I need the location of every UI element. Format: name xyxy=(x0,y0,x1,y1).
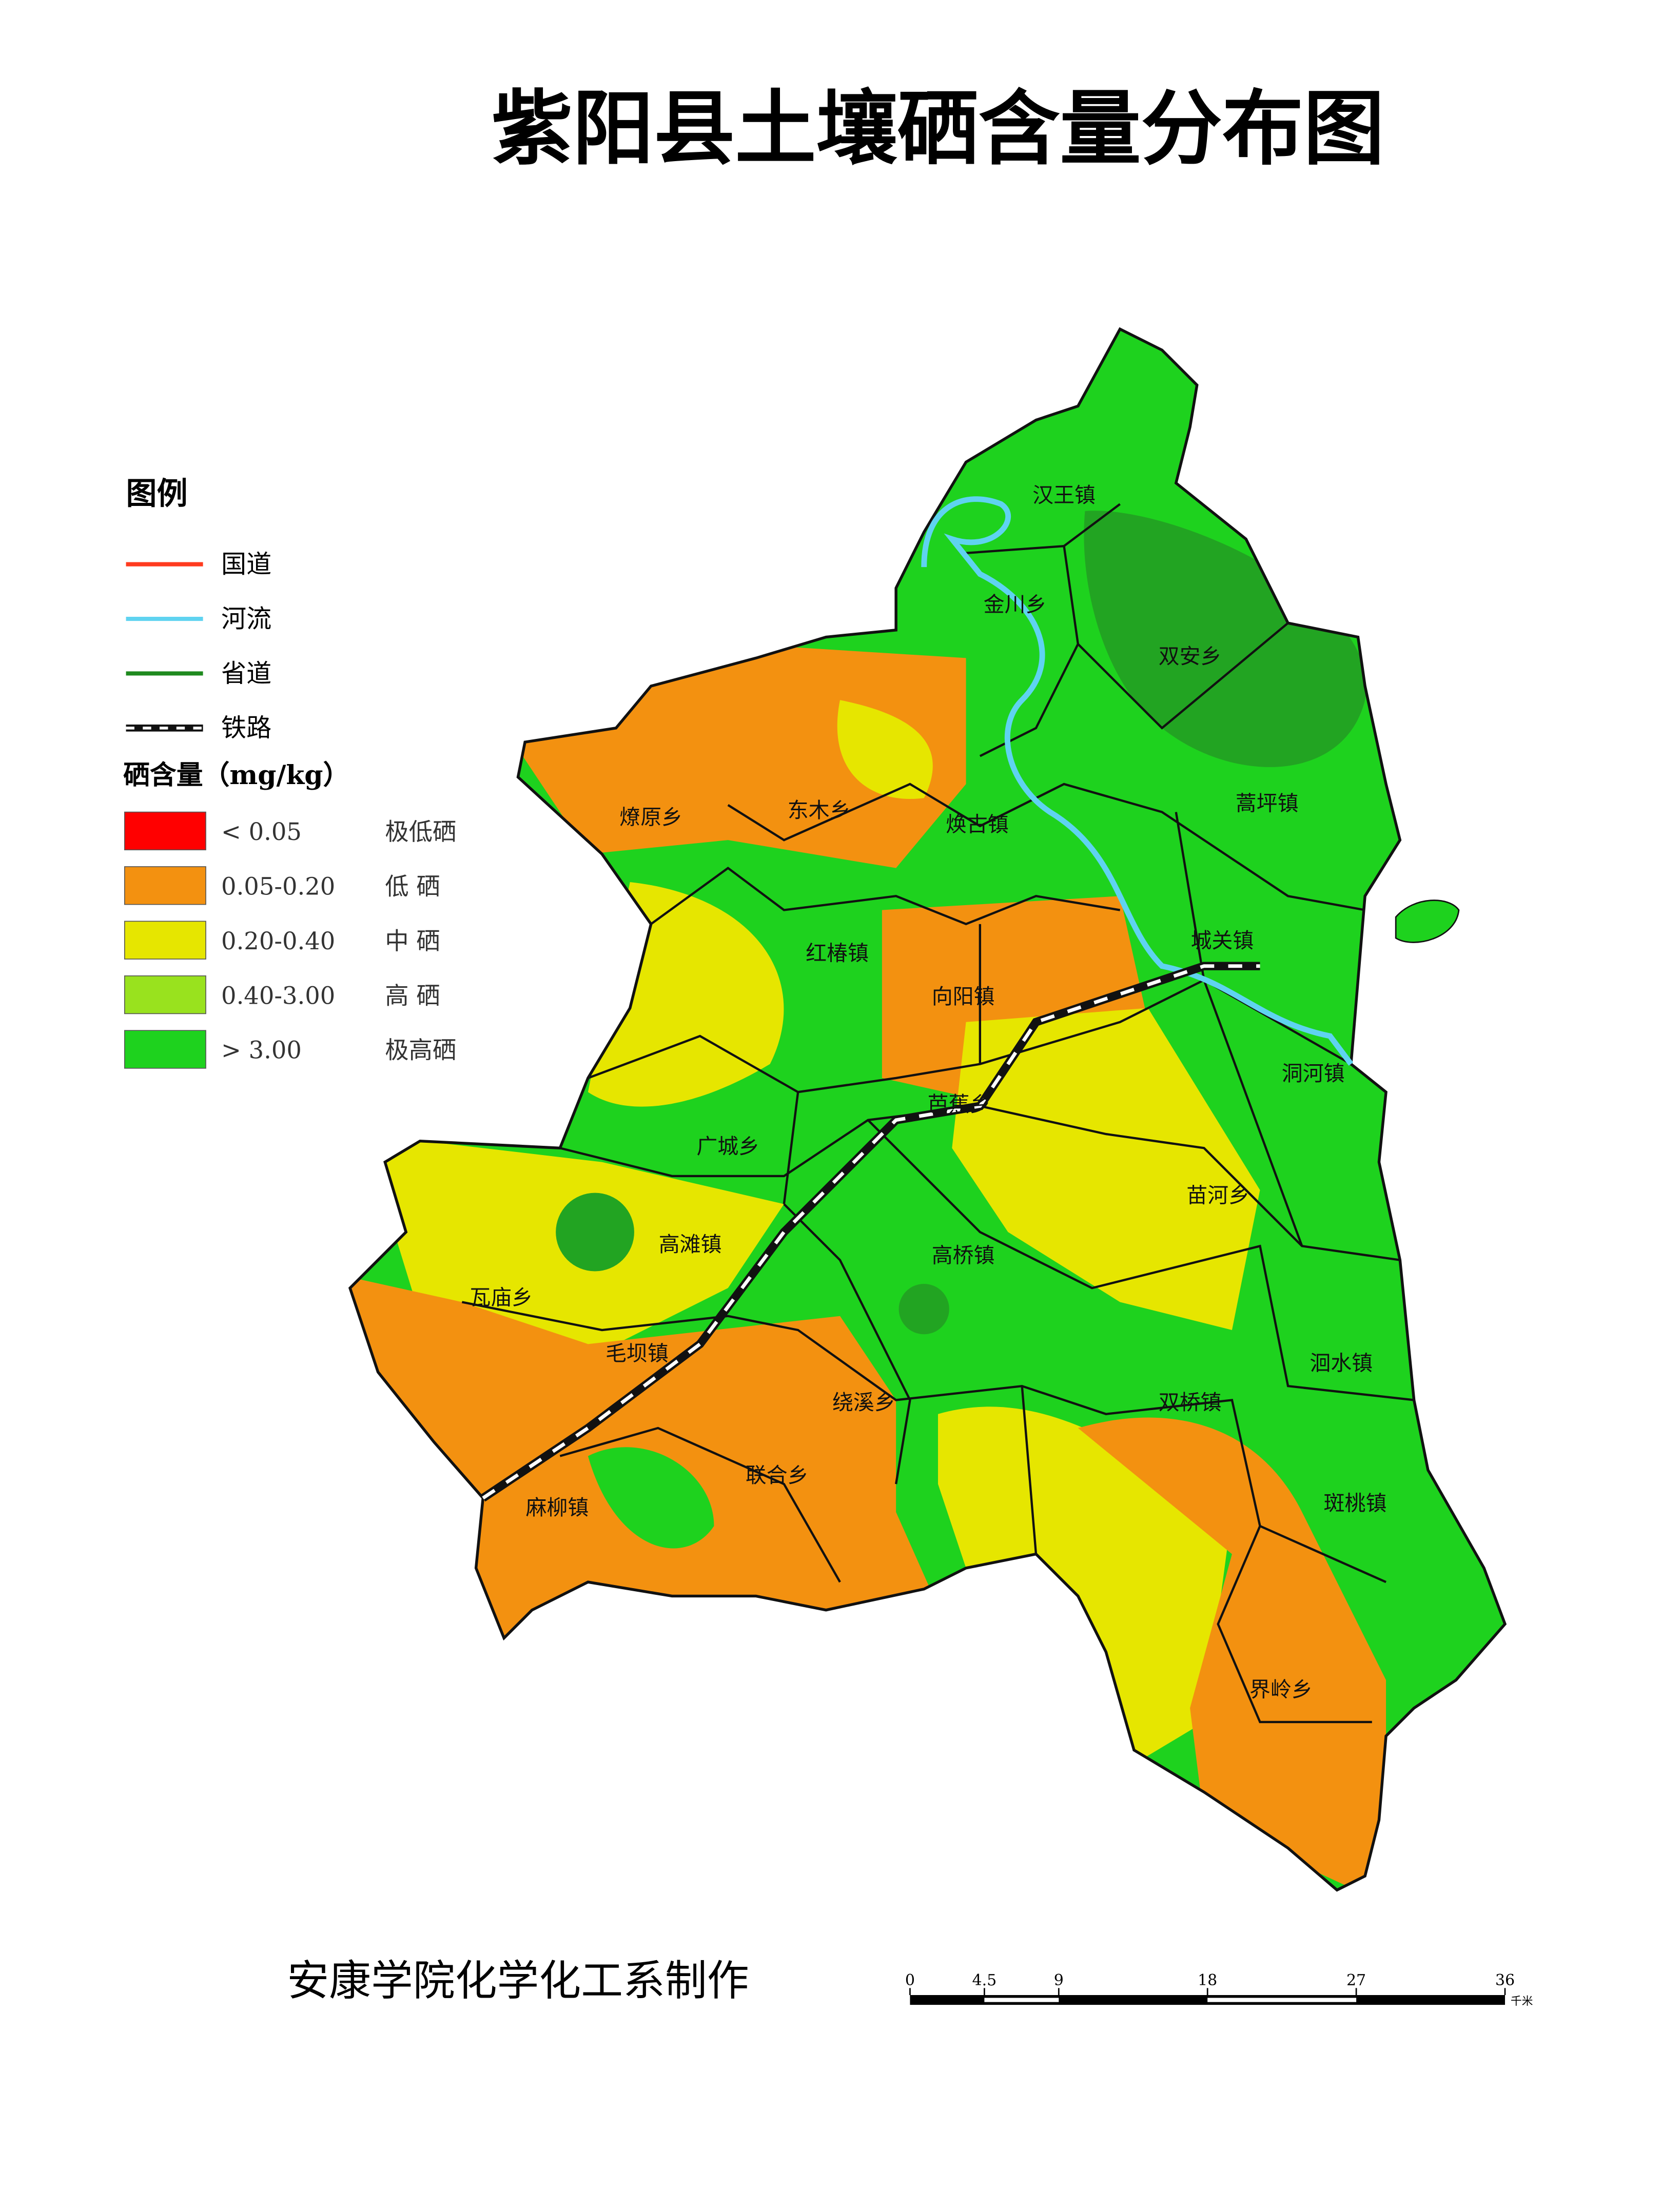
legend-class-name: 高 硒 xyxy=(385,982,440,1009)
town-label: 东木乡 xyxy=(788,798,851,823)
town-label: 瓦庙乡 xyxy=(470,1285,533,1310)
legend-range: > 3.00 xyxy=(221,1037,302,1064)
legend-class-name: 极低硒 xyxy=(385,818,456,846)
town-label: 苗河乡 xyxy=(1186,1183,1249,1207)
scale-tick-label: 0 xyxy=(905,1971,915,1989)
legend-label: 铁路 xyxy=(221,713,271,742)
legend-label: 国道 xyxy=(221,549,271,579)
legend-range: 0.40-3.00 xyxy=(221,982,335,1009)
town-label: 汉王镇 xyxy=(1032,483,1096,507)
scale-tick-label: 27 xyxy=(1346,1971,1366,1989)
town-label: 红椿镇 xyxy=(806,941,869,965)
legend-swatch xyxy=(124,975,206,1014)
scale-tick-label: 4.5 xyxy=(972,1971,997,1989)
credit: 安康学院化学化工系制作 xyxy=(287,1957,749,2005)
map-title: 紫阳县土壤硒含量分布图 xyxy=(492,82,1385,177)
legend-class-name: 中 硒 xyxy=(385,927,440,955)
town-label: 金川乡 xyxy=(984,592,1047,617)
scale-tick-label: 36 xyxy=(1495,1971,1515,1989)
town-label: 麻柳镇 xyxy=(526,1495,589,1520)
legend-swatch xyxy=(124,811,206,851)
town-label: 蒿坪镇 xyxy=(1236,791,1299,815)
town-label: 双安乡 xyxy=(1159,644,1222,669)
island xyxy=(1395,900,1460,943)
town-label: 洞河镇 xyxy=(1282,1061,1345,1086)
town-label: 绕溪乡 xyxy=(832,1390,895,1415)
town-label: 高桥镇 xyxy=(932,1243,995,1268)
scale-bar: 0 4.5 9 18 27 36 千米 xyxy=(905,1971,1533,2008)
scale-tick-label: 18 xyxy=(1198,1971,1217,1989)
town-label: 联合乡 xyxy=(746,1463,809,1488)
legend-heading: 图例 xyxy=(126,476,188,512)
town-label: 焕古镇 xyxy=(946,812,1009,836)
legend-class-heading: 硒含量（mg/kg） xyxy=(123,759,349,791)
scale-unit: 千米 xyxy=(1511,1995,1533,2008)
scale-bar-segment xyxy=(984,1998,1059,2002)
town-label: 毛坝镇 xyxy=(605,1341,669,1366)
scale-tick-label: 9 xyxy=(1054,1971,1064,1989)
legend-label: 河流 xyxy=(221,603,271,633)
town-label: 燎原乡 xyxy=(619,805,682,830)
town-label: 斑桃镇 xyxy=(1324,1491,1387,1516)
town-label: 广城乡 xyxy=(696,1134,759,1159)
legend-range: < 0.05 xyxy=(221,818,302,846)
town-label: 双桥镇 xyxy=(1159,1390,1222,1415)
legend-swatch xyxy=(124,921,206,960)
legend-range: 0.05-0.20 xyxy=(221,873,335,901)
legend-swatch xyxy=(124,1030,206,1069)
legend-range: 0.20-0.40 xyxy=(221,927,335,955)
railway xyxy=(480,962,1260,1502)
river xyxy=(921,496,1354,1066)
town-label: 界岭乡 xyxy=(1249,1677,1313,1702)
legend-label: 省道 xyxy=(221,658,271,688)
scale-bar-segment xyxy=(1207,1998,1357,2002)
town-label: 高滩镇 xyxy=(659,1232,722,1257)
legend-class-name: 极高硒 xyxy=(385,1037,456,1064)
town-label: 向阳镇 xyxy=(932,984,995,1009)
town-label: 芭蕉乡 xyxy=(928,1092,991,1117)
legend-swatch xyxy=(124,866,206,905)
town-label: 城关镇 xyxy=(1190,928,1254,953)
town-label: 洄水镇 xyxy=(1310,1351,1373,1376)
legend-class-name: 低 硒 xyxy=(385,873,440,901)
